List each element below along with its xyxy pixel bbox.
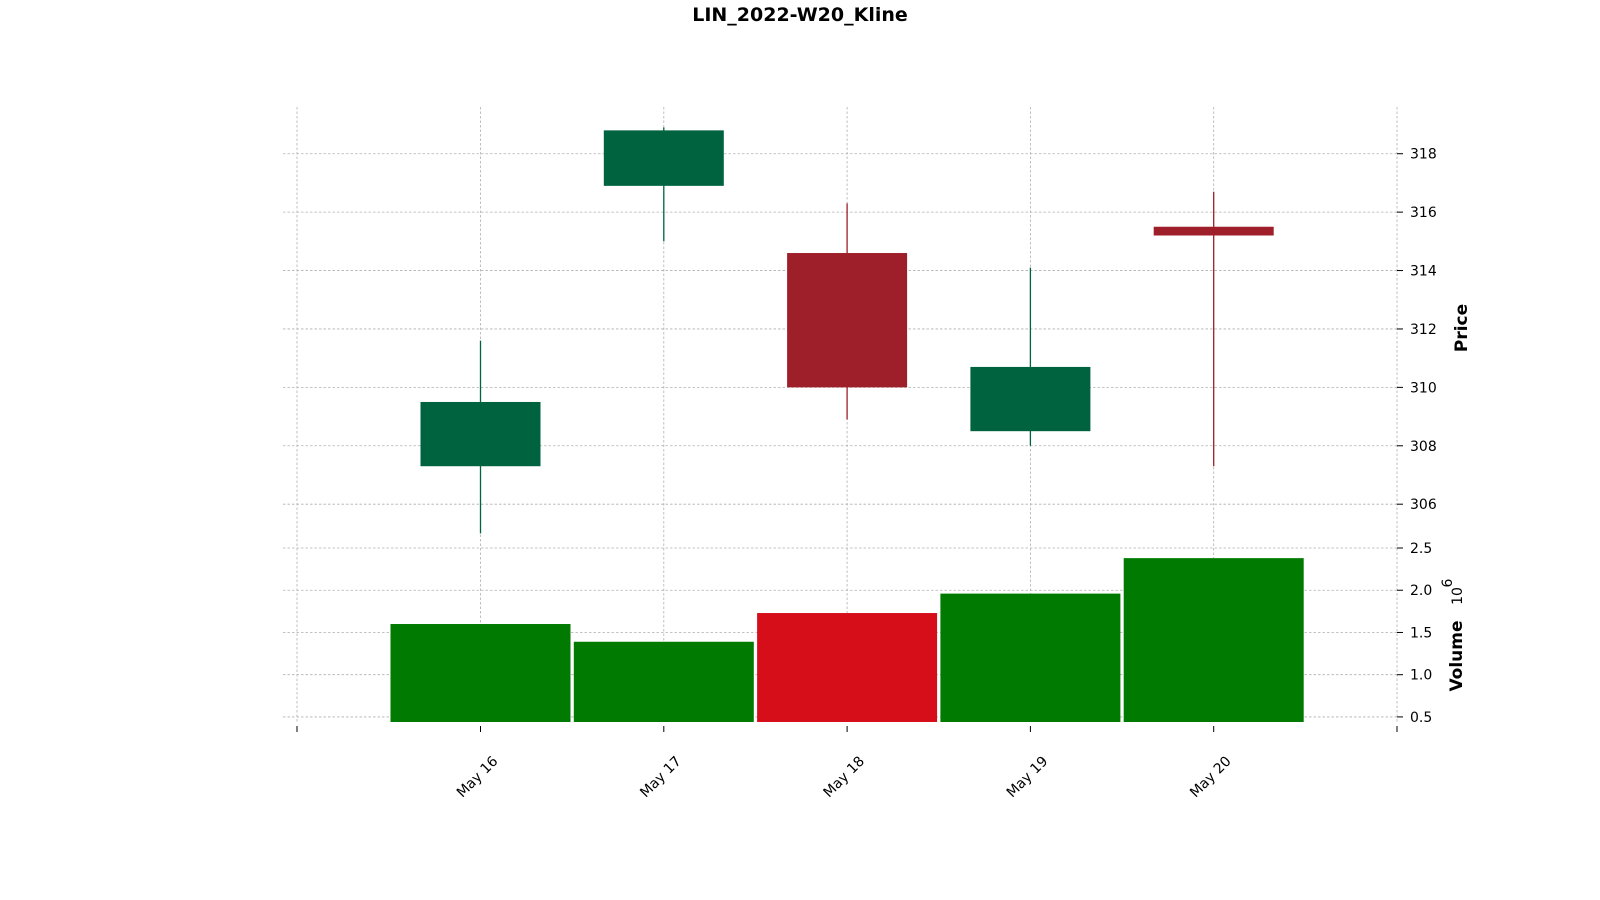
volume-tick-label: 1.5 <box>1410 625 1432 641</box>
price-tick-label: 318 <box>1410 147 1437 163</box>
volume-bar <box>940 593 1121 722</box>
candle-body <box>1153 226 1274 236</box>
volume-bar <box>1123 558 1304 722</box>
volume-tick-label: 2.0 <box>1410 583 1432 599</box>
price-tick-label: 310 <box>1410 380 1437 396</box>
volume-bar <box>573 641 754 722</box>
volume-exponent-label: 10 <box>1450 587 1466 605</box>
chart-title: LIN_2022-W20_Kline <box>692 4 908 26</box>
price-tick-label: 312 <box>1410 322 1437 338</box>
volume-tick-label: 1.0 <box>1410 668 1432 684</box>
price-tick-label: 306 <box>1410 497 1437 513</box>
volume-axis-label: Volume <box>1447 620 1467 691</box>
price-axis-label: Price <box>1452 304 1472 352</box>
volume-bars <box>390 558 1304 722</box>
x-tick-label: May 19 <box>1004 753 1052 801</box>
candlesticks <box>420 127 1274 534</box>
price-tick-label: 314 <box>1410 264 1437 280</box>
volume-tick-label: 2.5 <box>1410 541 1432 557</box>
volume-tick-label: 0.5 <box>1410 710 1432 726</box>
volume-bar <box>757 613 938 722</box>
x-tick-label: May 17 <box>637 753 685 801</box>
candle-body <box>970 366 1091 432</box>
x-tick-label: May 20 <box>1187 753 1235 801</box>
x-tick-label: May 16 <box>454 753 502 801</box>
price-tick-label: 316 <box>1410 205 1437 221</box>
candle-body <box>420 401 541 467</box>
price-tick-label: 308 <box>1410 439 1437 455</box>
candle-body <box>603 130 724 186</box>
volume-bar <box>390 624 571 722</box>
x-tick-label: May 18 <box>821 753 869 801</box>
volume-exponent-power: 6 <box>1440 578 1456 587</box>
candle-body <box>787 253 908 388</box>
